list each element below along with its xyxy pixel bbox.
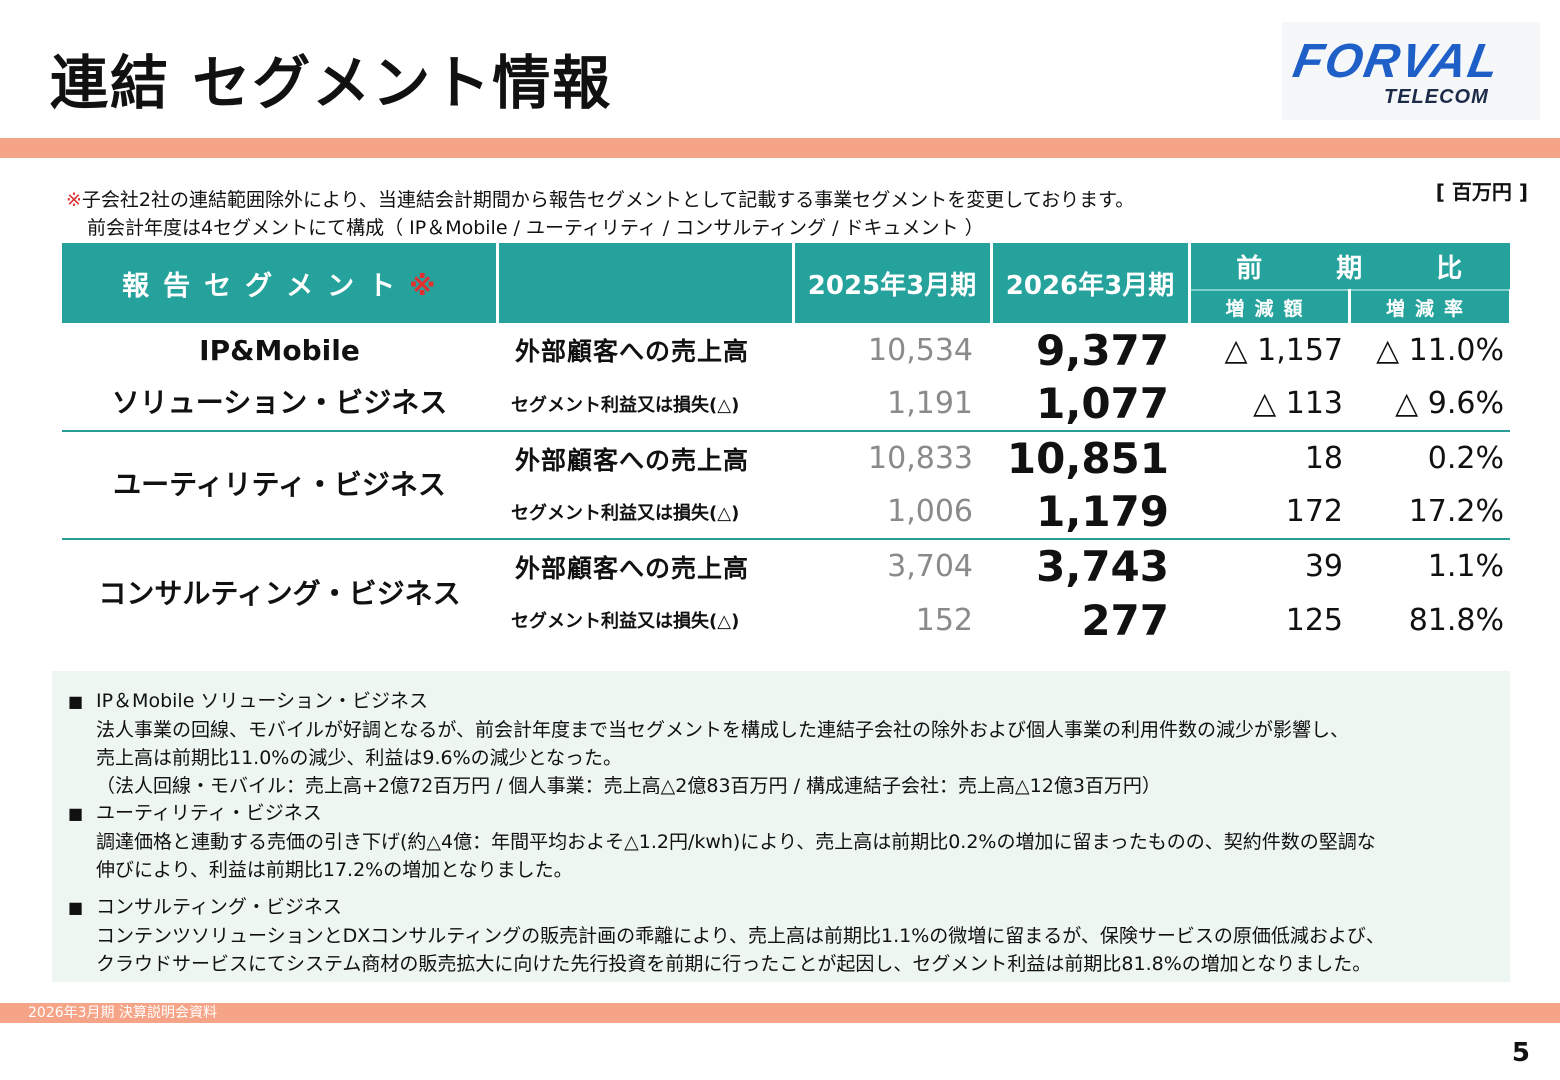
note-line-2: 前会計年度は4セグメントにて構成（ IP＆Mobile / ユーティリティ / … [87, 217, 984, 239]
table-row: コンサルティング・ビジネス 外部顧客への売上高 3,704 3,743 39 1… [62, 539, 1510, 610]
value-prev: 10,833 [868, 441, 973, 476]
value-rate: 17.2% [1349, 485, 1510, 540]
metric-label: 外部顧客への売上高 [515, 445, 750, 475]
header-metric-blank [497, 243, 795, 323]
metric-label: 外部顧客への売上高 [515, 337, 750, 366]
commentary-line: コンテンツソリューションとDXコンサルティングの販売計画の乖離により、売上高は前… [96, 925, 1385, 947]
header-rate: 増減率 [1349, 289, 1512, 323]
commentary-line: 売上高は前期比11.0%の減少、利益は9.6%の減少となった。 [96, 747, 623, 769]
header-compare-char-3: 比 [1436, 253, 1465, 284]
footer-bar: 2026年3月期 決算説明会資料 [0, 1003, 1560, 1023]
logo-sub-text: TELECOM [1384, 86, 1489, 108]
segment-name-ip-mobile: IP&Mobile ソリューション・ビジネス [62, 323, 497, 432]
segment-name-line-2: ソリューション・ビジネス [111, 385, 448, 419]
commentary-heading: コンサルティング・ビジネス [68, 893, 1385, 922]
header-compare: 前期比 [1189, 243, 1510, 290]
value-diff: △ 113 [1189, 377, 1349, 432]
value-diff: 39 [1304, 549, 1343, 584]
value-prev: 10,534 [868, 332, 973, 368]
commentary-heading: ユーティリティ・ビジネス [68, 799, 1376, 828]
segment-name-line-1: コンサルティング・ビジネス [98, 576, 461, 610]
value-curr: 3,743 [1036, 542, 1169, 591]
metric-label: セグメント利益又は損失(△) [511, 611, 740, 632]
value-rate: 1.1% [1427, 549, 1504, 584]
table-row: ユーティリティ・ビジネス 外部顧客への売上高 10,833 10,851 18 … [62, 431, 1510, 540]
segment-name-utility: ユーティリティ・ビジネス [62, 431, 497, 540]
commentary-heading: IP＆Mobile ソリューション・ビジネス [68, 687, 1349, 716]
commentary-line: （法人回線・モバイル：売上高+2億72百万円 / 個人事業：売上高△2億83百万… [96, 775, 1161, 797]
table-row: セグメント利益又は損失(△) 1,006 1,179 172 17.2% [62, 485, 1510, 540]
segment-name-line-1: IP&Mobile [199, 333, 360, 367]
metric-label: セグメント利益又は損失(△) [497, 377, 793, 432]
header-segment: 報告セグメント※ [62, 243, 499, 323]
commentary-box: IP＆Mobile ソリューション・ビジネス 法人事業の回線、モバイルが好調とな… [52, 671, 1510, 982]
commentary-ip-mobile: IP＆Mobile ソリューション・ビジネス 法人事業の回線、モバイルが好調とな… [68, 687, 1349, 800]
header-compare-char-2: 期 [1336, 253, 1365, 284]
header-year-curr: 2026年3月期 [991, 243, 1191, 323]
page-number: 5 [1511, 1038, 1530, 1068]
header-compare-char-1: 前 [1236, 253, 1265, 284]
value-diff: 172 [1189, 485, 1349, 540]
commentary-utility: ユーティリティ・ビジネス 調達価格と連動する売価の引き下げ(約△4億：年間平均お… [68, 799, 1376, 884]
commentary-line: クラウドサービスにてシステム商材の販売拡大に向けた先行投資を前期に行ったことが起… [96, 953, 1372, 975]
company-logo: FORVAL TELECOM [1282, 22, 1540, 120]
value-prev: 1,191 [793, 377, 991, 432]
metric-label: セグメント利益又は損失(△) [497, 485, 793, 540]
segment-name-consulting: コンサルティング・ビジネス [62, 539, 497, 647]
segment-name-line-1: ユーティリティ・ビジネス [113, 468, 446, 501]
note-mark: ※ [66, 189, 82, 211]
value-rate: 81.8% [1408, 602, 1504, 638]
value-curr: 1,179 [991, 485, 1189, 540]
value-prev: 152 [915, 602, 973, 638]
value-diff: 125 [1285, 602, 1343, 638]
header-accent-bar [0, 138, 1560, 158]
value-curr: 9,377 [1036, 325, 1169, 375]
value-curr: 1,077 [991, 377, 1189, 432]
value-rate: 0.2% [1427, 441, 1504, 476]
logo-main-text: FORVAL [1289, 35, 1505, 88]
footer-text: 2026年3月期 決算説明会資料 [28, 1005, 217, 1021]
table-row: IP&Mobile ソリューション・ビジネス 外部顧客への売上高 10,534 … [62, 323, 1510, 432]
value-prev: 1,006 [793, 485, 991, 540]
value-prev: 3,704 [887, 549, 973, 584]
page-title: 連結 セグメント情報 [50, 49, 613, 117]
table-row: セグメント利益又は損失(△) 152 277 125 81.8% [62, 593, 1510, 647]
commentary-line: 法人事業の回線、モバイルが好調となるが、前会計年度まで当セグメントを構成した連結… [96, 719, 1350, 741]
commentary-line: 調達価格と連動する売価の引き下げ(約△4億：年間平均およそ△1.2円/kwh)に… [96, 831, 1376, 853]
value-diff: △ 1,157 [1224, 332, 1344, 368]
table-row: セグメント利益又は損失(△) 1,191 1,077 △ 113 △ 9.6% [62, 377, 1510, 432]
header-segment-mark: ※ [409, 270, 436, 302]
commentary-consulting: コンサルティング・ビジネス コンテンツソリューションとDXコンサルティングの販売… [68, 893, 1385, 978]
value-rate: △ 9.6% [1349, 377, 1510, 432]
value-curr: 277 [1081, 595, 1169, 645]
value-rate: △ 11.0% [1376, 332, 1504, 368]
unit-label: [ 百万円 ] [1435, 180, 1528, 204]
note-line-1: 子会社2社の連結範囲除外により、当連結会計期間から報告セグメントとして記載する事… [81, 189, 1135, 211]
segment-table: 報告セグメント※ 2025年3月期 2026年3月期 前 期 比 増減額 増減率 I… [62, 243, 1512, 647]
header-year-prev: 2025年3月期 [793, 243, 993, 323]
commentary-line: 伸びにより、利益は前期比17.2%の増加となりました。 [96, 859, 573, 881]
metric-label: 外部顧客への売上高 [515, 553, 750, 583]
value-diff: 18 [1304, 441, 1343, 476]
header-segment-label: 報告セグメント [122, 270, 410, 302]
value-curr: 10,851 [1006, 434, 1169, 483]
segment-change-note: ※子会社2社の連結範囲除外により、当連結会計期間から報告セグメントとして記載する… [66, 186, 1134, 242]
header-diff: 増減額 [1189, 289, 1351, 323]
